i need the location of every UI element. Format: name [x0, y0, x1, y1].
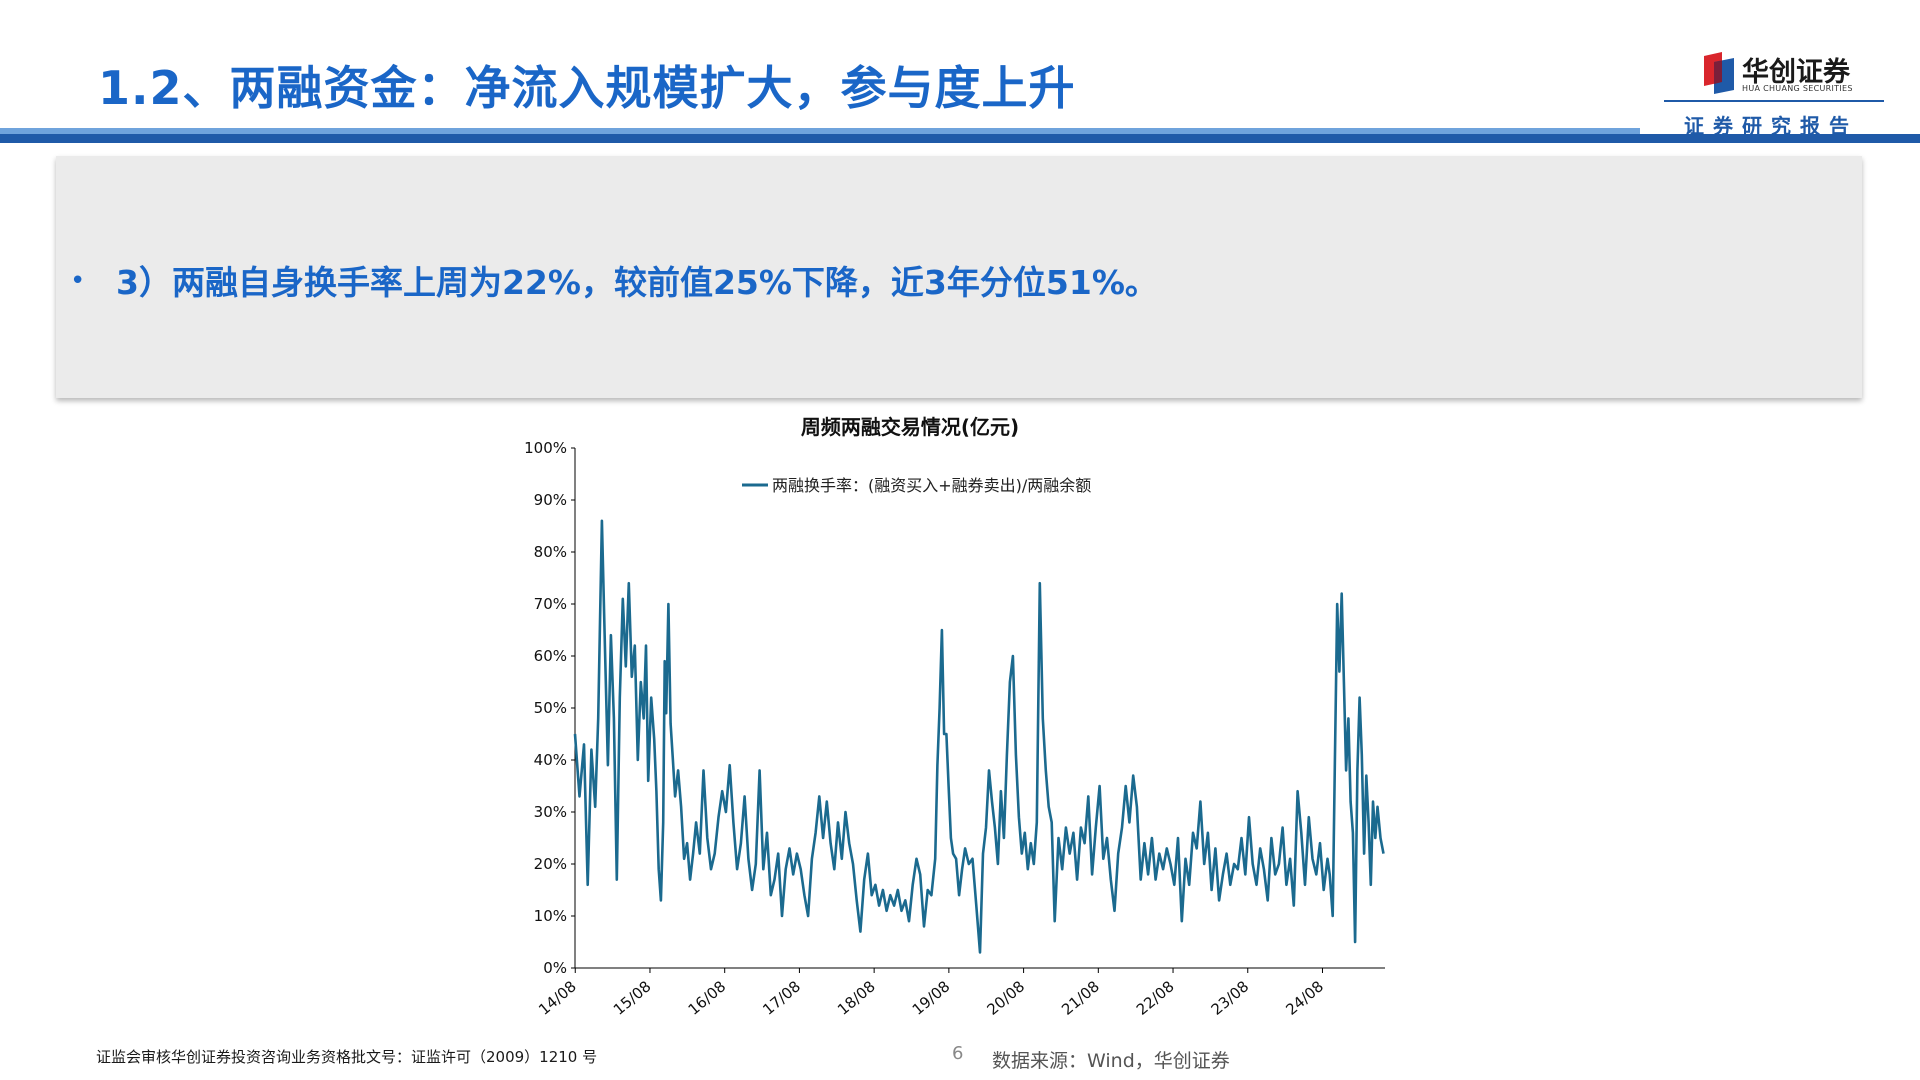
x-tick-label: 16/08: [685, 977, 730, 1019]
x-tick-label: 14/08: [535, 977, 580, 1019]
x-tick-label: 17/08: [759, 977, 804, 1019]
x-tick-label: 18/08: [834, 977, 879, 1019]
y-tick-label: 10%: [534, 907, 567, 925]
logo-divider: [1664, 100, 1884, 102]
y-tick-label: 90%: [534, 491, 567, 509]
y-tick-label: 30%: [534, 803, 567, 821]
x-tick-label: 23/08: [1208, 977, 1253, 1019]
y-tick-label: 100%: [524, 439, 567, 457]
page-number: 6: [952, 1043, 964, 1064]
legend-label: 两融换手率：(融资买入+融券卖出)/两融余额: [772, 476, 1091, 495]
x-tick-label: 19/08: [909, 977, 954, 1019]
x-tick-label: 20/08: [983, 977, 1028, 1019]
bullet-marker: •: [70, 266, 86, 296]
header-divider-bar: [0, 134, 1920, 143]
x-axis: 14/08 15/08 16/08 17/08 18/08 19/08 20/08 21/08…: [535, 967, 1385, 1019]
y-axis: 100% 90% 80% 70% 60% 50% 40% 30% 20% 10% 0%: [524, 439, 576, 977]
y-tick-label: 70%: [534, 595, 567, 613]
y-tick-label: 80%: [534, 543, 567, 561]
license-footnote: 证监会审核华创证券投资咨询业务资格批文号：证监许可（2009）1210 号: [96, 1048, 598, 1066]
x-tick-label: 22/08: [1133, 977, 1178, 1019]
company-logo: 华创证券 HUA CHUANG SECURITIES 证券研究报告: [1664, 44, 1904, 140]
y-tick-label: 40%: [534, 751, 567, 769]
chart-title: 周频两融交易情况(亿元): [801, 415, 1019, 439]
logo-mark-icon: [1704, 52, 1734, 94]
data-source: 数据来源：Wind，华创证券: [992, 1050, 1230, 1072]
turnover-line-chart: 周频两融交易情况(亿元) 100% 90% 80% 70% 60% 50% 40% 30% 20…: [524, 415, 1385, 1019]
summary-text: 3）两融自身换手率上周为22%，较前值25%下降，近3年分位51%。: [116, 263, 1158, 302]
summary-panel: • 3）两融自身换手率上周为22%，较前值25%下降，近3年分位51%。: [56, 156, 1862, 398]
y-tick-label: 20%: [534, 855, 567, 873]
x-tick-label: 21/08: [1058, 977, 1103, 1019]
x-tick-label: 15/08: [610, 977, 655, 1019]
x-tick-label: 24/08: [1282, 977, 1327, 1019]
logo-tagline: 证券研究报告: [1684, 114, 1858, 138]
y-tick-label: 60%: [534, 647, 567, 665]
y-tick-label: 50%: [534, 699, 567, 717]
logo-name-en: HUA CHUANG SECURITIES: [1742, 84, 1853, 93]
header-accent-bar: [0, 128, 1640, 134]
series-line-turnover: [573, 519, 1385, 954]
logo-name-cn: 华创证券: [1742, 57, 1850, 88]
chart-legend: 两融换手率：(融资买入+融券卖出)/两融余额: [742, 476, 1091, 495]
page-title: 1.2、两融资金：净流入规模扩大，参与度上升: [98, 61, 1076, 115]
y-tick-label: 0%: [543, 959, 567, 977]
